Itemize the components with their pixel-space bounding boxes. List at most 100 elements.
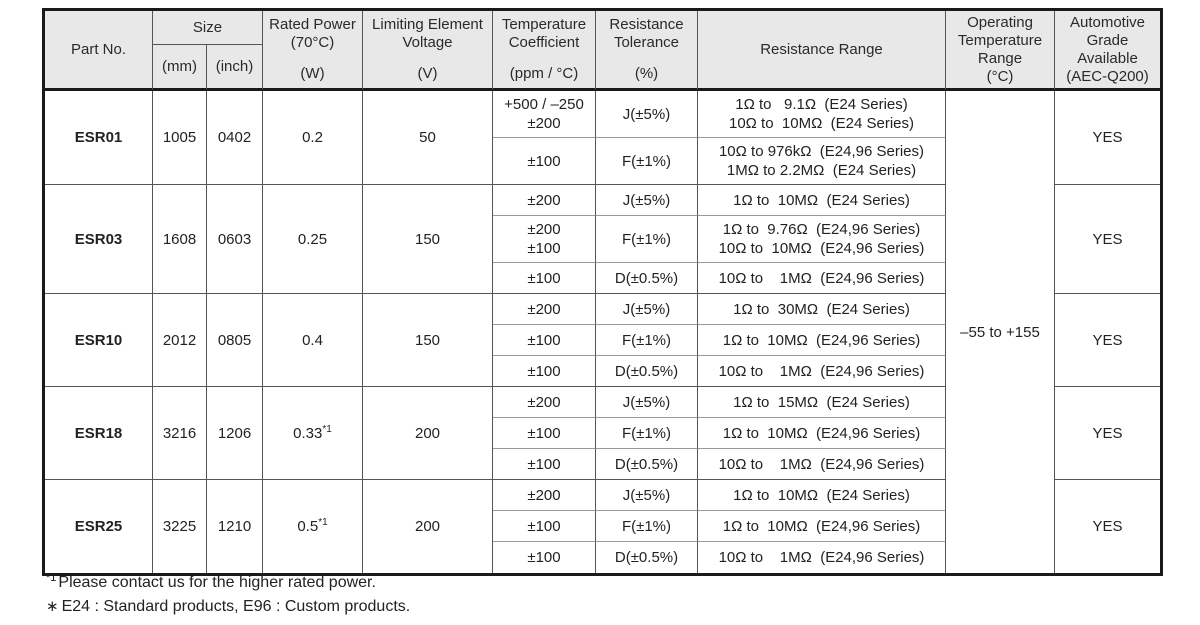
footnote-1-marker: *1 [46, 571, 57, 584]
size-mm-cell: 1608 [153, 185, 207, 294]
size-mm-cell: 1005 [153, 91, 207, 185]
resistor-spec-table: Part No. Size Rated Power (70°C) (W) Lim… [42, 8, 1163, 576]
table-row: ESR03 1608 0603 0.25 150 ±200 J(±5%) 1Ω to 10MΩ… [45, 185, 1160, 294]
size-inch-cell: 0402 [207, 91, 263, 185]
rated-power-footnote-ref: *1 [322, 423, 332, 435]
tolerance-cell: D(±0.5%) [596, 542, 698, 573]
rated-power-cell: 0.25 [263, 185, 363, 294]
automotive-cell: YES [1055, 387, 1160, 480]
range-cell: 10Ω to 976kΩ (E24,96 Series) 1MΩ to 2.2M… [698, 138, 946, 185]
tolerance-cell: F(±1%) [596, 138, 698, 185]
size-inch-cell: 1210 [207, 480, 263, 573]
footnote-1-text: Please contact us for the higher rated p… [58, 574, 376, 591]
tolerance-cell: D(±0.5%) [596, 356, 698, 387]
range-cell: 1Ω to 10MΩ (E24 Series) [698, 185, 946, 216]
tempco-cell: ±100 [493, 263, 596, 294]
col-header-size-inch: (inch) [207, 45, 263, 91]
tolerance-cell: J(±5%) [596, 91, 698, 138]
limiting-voltage-unit: (V) [417, 65, 438, 82]
rated-power-footnote-ref: *1 [318, 517, 328, 528]
col-header-size-mm: (mm) [153, 45, 207, 91]
footnote-1: *1 Please contact us for the higher rated… [46, 571, 410, 595]
footnote-2: ∗ E24 : Standard products, E96 : Custom p… [46, 595, 410, 619]
col-header-limiting-voltage: Limiting Element Voltage (V) [363, 11, 493, 91]
tolerance-cell: J(±5%) [596, 294, 698, 325]
tempco-cell: ±100 [493, 449, 596, 480]
size-inch-cell: 0805 [207, 294, 263, 387]
tempco-cell: ±200 [493, 185, 596, 216]
col-header-size: Size [153, 11, 263, 45]
range-cell: 10Ω to 1MΩ (E24,96 Series) [698, 263, 946, 294]
table-row: ±100 F(±1%) 1Ω to 10MΩ (E24,96 Series) [45, 511, 1160, 542]
tempco-cell: ±200 ±100 [493, 216, 596, 263]
temp-coefficient-unit: (ppm / °C) [509, 65, 579, 82]
range-cell: 1Ω to 10MΩ (E24,96 Series) [698, 418, 946, 449]
range-cell: 1Ω to 10MΩ (E24,96 Series) [698, 511, 946, 542]
tempco-cell: ±100 [493, 325, 596, 356]
part-no-cell: ESR18 [45, 387, 153, 480]
table-body: ESR01 1005 0402 0.2 50 +500 / –250 ±200 J(±5%)… [45, 91, 1160, 573]
size-inch-cell: 1206 [207, 387, 263, 480]
range-cell: 10Ω to 1MΩ (E24,96 Series) [698, 356, 946, 387]
automotive-cell: YES [1055, 91, 1160, 185]
part-no-cell: ESR01 [45, 91, 153, 185]
voltage-cell: 200 [363, 387, 493, 480]
tempco-cell: ±100 [493, 511, 596, 542]
rated-power-value: 0.5 [297, 518, 319, 535]
col-header-temp-coefficient: Temperature Coefficient (ppm / °C) [493, 11, 596, 91]
tolerance-cell: D(±0.5%) [596, 263, 698, 294]
voltage-cell: 200 [363, 480, 493, 573]
tempco-cell: ±200 [493, 294, 596, 325]
range-cell: 10Ω to 1MΩ (E24,96 Series) [698, 449, 946, 480]
tempco-cell: ±100 [493, 138, 596, 185]
tempco-cell: ±100 [493, 356, 596, 387]
footnote-2-text: E24 : Standard products, E96 : Custom pr… [61, 598, 411, 615]
col-header-operating-temp: Operating Temperature Range (°C) [946, 11, 1055, 91]
resistance-tolerance-unit: (%) [634, 65, 659, 82]
tempco-cell: ±100 [493, 542, 596, 573]
temp-coefficient-title: Temperature Coefficient [501, 16, 587, 51]
size-mm-cell: 3225 [153, 480, 207, 573]
table-row: ±100 D(±0.5%) 10Ω to 1MΩ (E24,96 Series) [45, 449, 1160, 480]
range-cell: 1Ω to 9.76Ω (E24,96 Series) 10Ω to 10MΩ … [698, 216, 946, 263]
voltage-cell: 50 [363, 91, 493, 185]
limiting-voltage-title: Limiting Element Voltage [372, 16, 483, 51]
tempco-cell: ±200 [493, 387, 596, 418]
automotive-cell: YES [1055, 185, 1160, 294]
tolerance-cell: D(±0.5%) [596, 449, 698, 480]
rated-power-value: 0.2 [302, 129, 323, 146]
voltage-cell: 150 [363, 185, 493, 294]
range-cell: 1Ω to 15MΩ (E24 Series) [698, 387, 946, 418]
size-mm-cell: 3216 [153, 387, 207, 480]
size-inch-cell: 0603 [207, 185, 263, 294]
table-row: ±100 F(±1%) 1Ω to 10MΩ (E24,96 Series) [45, 325, 1160, 356]
rated-power-unit: (W) [300, 65, 325, 82]
rated-power-value: 0.4 [302, 331, 323, 349]
tempco-cell: ±100 [493, 418, 596, 449]
range-cell: 1Ω to 10MΩ (E24,96 Series) [698, 325, 946, 356]
operating-temp-cell: –55 to +155 [946, 91, 1055, 573]
range-cell: 1Ω to 10MΩ (E24 Series) [698, 480, 946, 511]
resistance-tolerance-title: Resistance Tolerance [609, 16, 684, 51]
table-row: ±100 F(±1%) 1Ω to 10MΩ (E24,96 Series) [45, 418, 1160, 449]
table-row: ±100 D(±0.5%) 10Ω to 1MΩ (E24,96 Series) [45, 542, 1160, 573]
col-header-part-no: Part No. [45, 11, 153, 91]
range-cell: 1Ω to 9.1Ω (E24 Series) 10Ω to 10MΩ (E24… [698, 91, 946, 138]
part-no-cell: ESR10 [45, 294, 153, 387]
tolerance-cell: F(±1%) [596, 216, 698, 263]
part-no-cell: ESR25 [45, 480, 153, 573]
rated-power-cell: 0.2 [263, 91, 363, 185]
table-row: ±100 F(±1%) 10Ω to 976kΩ (E24,96 Series) 1… [45, 138, 1160, 185]
rated-power-value: 0.25 [297, 230, 328, 248]
tolerance-cell: F(±1%) [596, 418, 698, 449]
automotive-cell: YES [1092, 518, 1123, 535]
tolerance-cell: J(±5%) [596, 480, 698, 511]
tolerance-cell: F(±1%) [596, 511, 698, 542]
size-mm-cell: 2012 [153, 294, 207, 387]
tempco-cell: +500 / –250 ±200 [493, 91, 596, 138]
table-row: ESR10 2012 0805 0.4 150 ±200 J(±5%) 1Ω to 30MΩ … [45, 294, 1160, 387]
automotive-cell: YES [1055, 294, 1160, 387]
rated-power-value: 0.33 [293, 424, 323, 442]
rated-power-cell: 0.33*1 [263, 387, 363, 480]
